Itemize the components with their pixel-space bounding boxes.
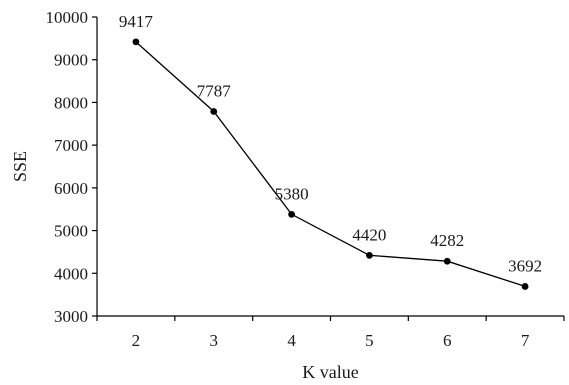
y-axis-title: SSE <box>10 151 30 182</box>
y-tick-label: 7000 <box>54 136 88 155</box>
y-tick-label: 9000 <box>54 51 88 70</box>
y-tick-label: 5000 <box>54 222 88 241</box>
y-tick-label: 8000 <box>54 93 88 112</box>
x-tick-label: 5 <box>365 331 374 350</box>
y-tick-label: 4000 <box>54 264 88 283</box>
x-tick-label: 6 <box>443 331 452 350</box>
data-point <box>366 251 373 259</box>
x-tick-label: 3 <box>210 331 219 350</box>
x-tick-label: 2 <box>132 331 141 350</box>
data-label: 4420 <box>352 225 386 244</box>
data-point <box>521 283 529 290</box>
data-labels: 9417 7787 5380 4420 4282 3692 <box>119 12 542 276</box>
x-axis-title: K value <box>302 362 358 382</box>
y-ticks: 3000 4000 5000 6000 7000 8000 9000 10000 <box>46 8 97 326</box>
y-tick-label: 6000 <box>54 179 88 198</box>
data-point <box>443 257 451 265</box>
data-label: 9417 <box>119 12 154 31</box>
data-point <box>210 108 218 115</box>
data-point <box>288 210 295 218</box>
y-tick-label: 10000 <box>46 8 89 27</box>
axes <box>96 17 564 317</box>
x-tick-label: 7 <box>521 331 530 350</box>
data-label: 5380 <box>275 184 309 203</box>
y-tick-label: 3000 <box>54 307 88 326</box>
data-label: 3692 <box>508 256 542 275</box>
x-ticks: 2 3 4 5 6 7 <box>96 316 565 350</box>
series <box>132 38 529 290</box>
data-label: 7787 <box>197 82 232 101</box>
x-tick-label: 4 <box>287 331 296 350</box>
series-line <box>135 41 526 288</box>
data-point <box>132 38 140 46</box>
data-label: 4282 <box>430 231 464 250</box>
